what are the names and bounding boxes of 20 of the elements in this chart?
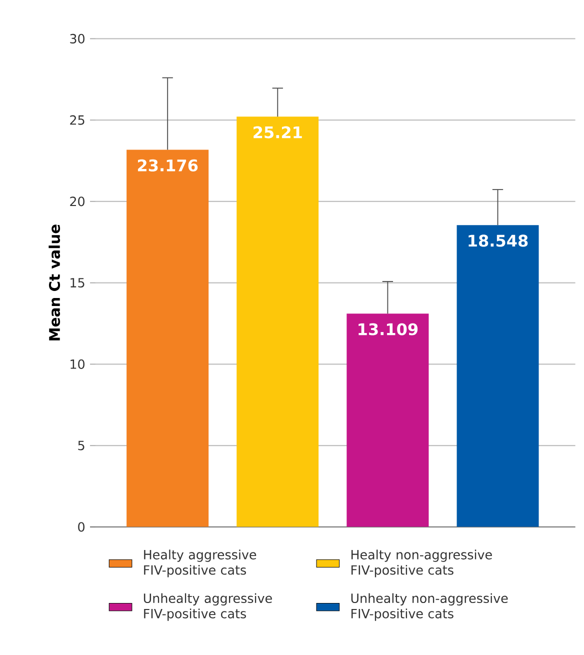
y-tick-label: 5 — [78, 440, 84, 450]
y-tick-label: 30 — [70, 34, 84, 44]
y-tick-label: 15 — [70, 278, 84, 288]
bar — [456, 225, 539, 527]
data-label: 18.548 — [468, 234, 528, 247]
legend-label: Healty aggressive FIV-positive cats — [144, 550, 256, 578]
y-tick-label: 10 — [70, 359, 84, 369]
bar — [346, 314, 429, 527]
bar — [236, 116, 319, 527]
data-label: 13.109 — [358, 323, 418, 336]
data-label: 25.21 — [253, 126, 302, 138]
y-axis-title: Mean Ct value — [48, 224, 60, 340]
legend-label: Unhealty non-aggressive FIV-positive cats — [351, 593, 508, 621]
legend-label: Unhealty aggressive FIV-positive cats — [144, 593, 272, 621]
legend-label: Healty non-aggressive FIV-positive cats — [351, 550, 492, 578]
bar — [126, 150, 208, 527]
y-tick-label: 20 — [70, 196, 84, 206]
data-label: 23.176 — [138, 159, 198, 172]
y-tick-label: 25 — [70, 115, 84, 125]
y-tick-label: 0 — [78, 522, 84, 532]
